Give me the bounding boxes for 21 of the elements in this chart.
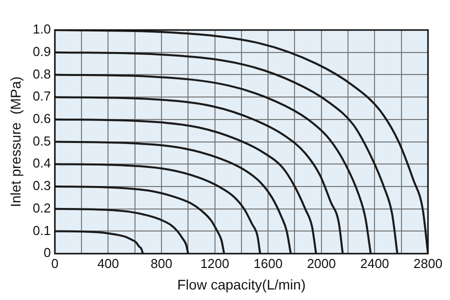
x-tick-label: 1600 [254,256,283,271]
x-tick-label: 800 [150,256,172,271]
x-tick-label: 2800 [414,256,442,271]
y-tick-label: 1.0 [32,22,51,37]
y-tick-label: 0.7 [32,88,51,104]
x-axis-title: Flow capacity(L/min) [177,276,306,292]
y-tick-label: 0.5 [32,133,51,148]
x-tick-label: 2400 [360,256,390,271]
x-tick-label: 400 [97,256,120,271]
y-tick-label: 0.6 [32,111,51,126]
y-tick-label: 0.8 [32,66,51,82]
x-tick-label: 1200 [200,256,230,271]
y-tick-label: 0.4 [32,156,51,171]
line-series [54,30,428,254]
y-tick-label: 0 [44,245,51,260]
y-axis-title: Inlet pressure (MPa) [7,76,24,208]
y-tick-label: 0.2 [32,200,51,216]
y-tick-label: 0.1 [32,222,51,238]
y-tick-label: 0.9 [32,44,51,59]
x-tick-label: 2000 [306,256,336,271]
y-tick-label: 0.3 [32,178,51,194]
